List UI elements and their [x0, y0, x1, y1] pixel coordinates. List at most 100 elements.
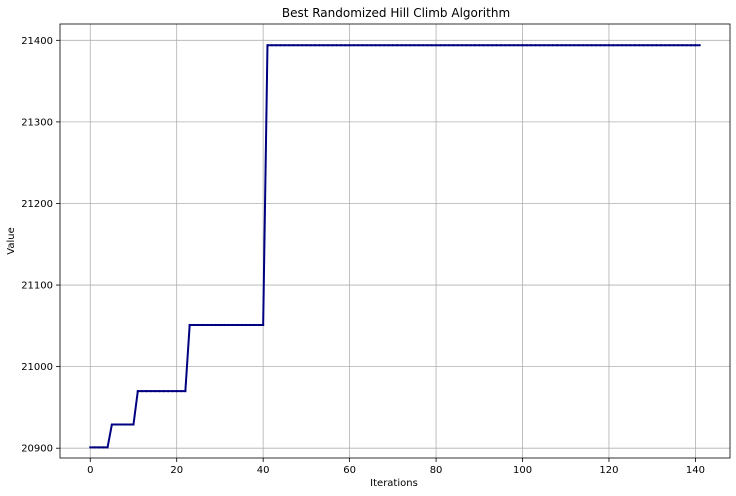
- data-point: [404, 44, 407, 47]
- data-point: [97, 446, 100, 449]
- data-point: [426, 44, 429, 47]
- data-point: [378, 44, 381, 47]
- data-point: [400, 44, 403, 47]
- data-point: [672, 44, 675, 47]
- data-point: [361, 44, 364, 47]
- data-point: [573, 44, 576, 47]
- data-point: [158, 390, 161, 393]
- data-point: [119, 423, 122, 426]
- data-point: [227, 323, 230, 327]
- data-point: [171, 390, 174, 393]
- data-point: [530, 44, 533, 47]
- data-point: [508, 44, 511, 47]
- data-point: [685, 44, 688, 47]
- x-tick-label: 40: [257, 465, 270, 476]
- data-point: [292, 44, 295, 47]
- x-tick-label: 0: [87, 465, 93, 476]
- data-point: [651, 44, 654, 47]
- data-point: [586, 44, 589, 47]
- data-point: [344, 44, 347, 47]
- data-point: [149, 390, 152, 393]
- data-point: [396, 44, 399, 47]
- data-point: [638, 44, 641, 47]
- data-point: [326, 44, 330, 47]
- data-point: [681, 44, 684, 47]
- data-point: [214, 323, 217, 327]
- data-point: [668, 44, 671, 47]
- data-point: [128, 423, 131, 426]
- x-tick-label: 20: [170, 465, 183, 476]
- data-point: [473, 44, 477, 47]
- data-point: [599, 44, 602, 47]
- y-tick-label: 21400: [21, 36, 53, 47]
- data-point: [296, 44, 299, 47]
- data-point: [288, 44, 291, 47]
- data-point: [257, 323, 260, 327]
- data-point: [469, 44, 472, 47]
- data-point: [253, 323, 256, 327]
- data-point: [201, 323, 204, 327]
- data-point: [577, 44, 580, 47]
- data-point: [504, 44, 507, 47]
- data-point: [348, 44, 351, 47]
- data-point: [123, 423, 126, 426]
- data-point: [110, 423, 113, 426]
- data-point: [543, 44, 546, 47]
- data-point: [279, 44, 282, 47]
- data-point: [339, 44, 343, 47]
- data-point: [93, 446, 96, 449]
- data-point: [551, 44, 554, 47]
- data-point: [590, 44, 593, 47]
- data-point: [370, 44, 373, 47]
- data-point: [357, 44, 360, 47]
- data-point: [447, 44, 451, 47]
- data-point: [322, 44, 325, 47]
- x-tick-label: 80: [430, 465, 443, 476]
- data-point: [642, 44, 645, 47]
- x-tick-label: 100: [513, 465, 532, 476]
- data-point: [154, 390, 157, 393]
- data-point: [616, 44, 619, 47]
- data-point: [365, 44, 368, 47]
- data-point: [391, 44, 394, 47]
- data-point: [179, 390, 183, 393]
- data-point: [188, 323, 191, 327]
- data-point: [568, 44, 572, 47]
- data-point: [184, 390, 187, 393]
- data-point: [581, 44, 585, 47]
- data-point: [205, 323, 209, 327]
- data-point: [305, 44, 308, 47]
- data-point: [456, 44, 459, 47]
- data-point: [482, 44, 485, 47]
- data-point: [486, 44, 490, 47]
- data-point: [664, 44, 667, 47]
- data-point: [655, 44, 658, 47]
- data-point: [525, 44, 528, 47]
- data-point: [249, 323, 252, 327]
- data-point: [162, 390, 165, 393]
- data-point: [594, 44, 598, 47]
- data-point: [270, 44, 273, 47]
- data-point: [659, 44, 662, 47]
- data-point: [560, 44, 563, 47]
- data-point: [210, 323, 213, 327]
- data-point: [136, 390, 139, 393]
- data-point: [491, 44, 494, 47]
- data-point: [374, 44, 377, 47]
- data-point: [218, 323, 222, 327]
- data-point: [534, 44, 537, 47]
- y-tick-label: 20900: [21, 444, 53, 455]
- data-point: [192, 323, 196, 327]
- data-point: [607, 44, 611, 47]
- data-point: [517, 44, 520, 47]
- data-point: [266, 44, 269, 47]
- data-point: [460, 44, 464, 47]
- data-point: [102, 446, 105, 449]
- data-point: [166, 390, 170, 393]
- data-point: [106, 446, 109, 449]
- y-axis-label: Value: [6, 227, 17, 254]
- data-point: [430, 44, 433, 47]
- data-point: [629, 44, 632, 47]
- data-point: [313, 44, 317, 47]
